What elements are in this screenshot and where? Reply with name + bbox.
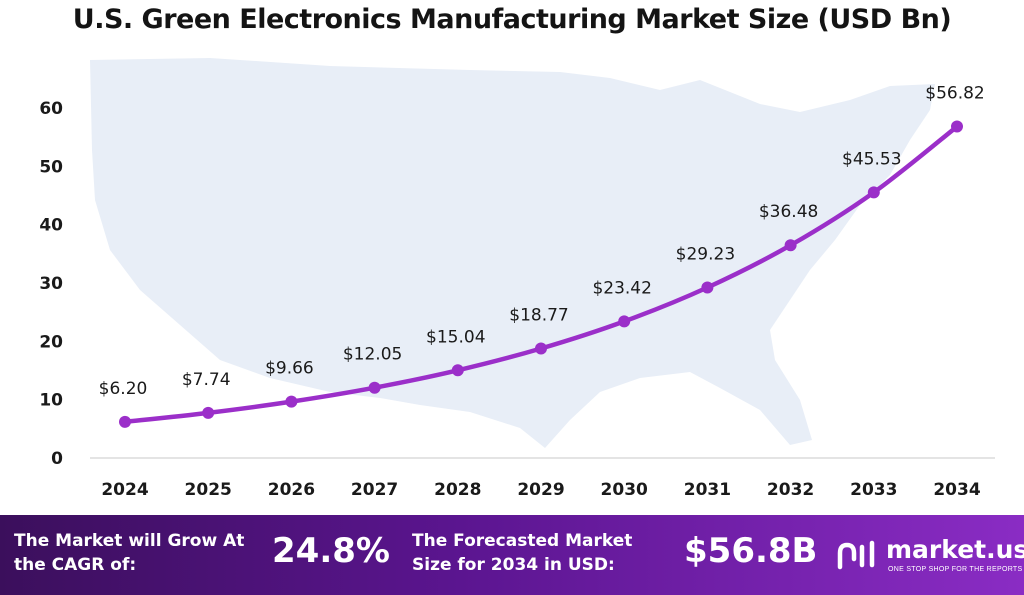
x-tick-label: 2026 <box>268 480 315 500</box>
data-point <box>535 342 547 355</box>
forecast-label: The Forecasted Market Size for 2034 in U… <box>412 531 633 575</box>
data-label: $6.20 <box>99 379 148 399</box>
y-tick-label: 30 <box>39 274 63 294</box>
brand-name: market.us <box>886 535 1024 564</box>
y-tick-label: 10 <box>39 391 63 411</box>
x-tick-label: 2033 <box>850 480 897 500</box>
x-tick-label: 2030 <box>601 480 648 500</box>
x-tick-label: 2028 <box>434 480 481 500</box>
data-label: $23.42 <box>592 278 651 298</box>
market-us-logo-icon <box>837 540 875 570</box>
y-tick-label: 40 <box>39 216 63 236</box>
data-label: $45.53 <box>842 149 901 169</box>
data-point <box>285 395 298 408</box>
data-label: $9.66 <box>265 359 314 379</box>
data-label: $29.23 <box>676 244 735 264</box>
data-point <box>867 186 880 199</box>
data-label: $56.82 <box>925 84 984 104</box>
y-tick-label: 60 <box>39 99 63 119</box>
cagr-label: The Market will Grow At the CAGR of: <box>14 531 245 575</box>
x-tick-label: 2034 <box>933 480 980 500</box>
data-point <box>202 406 215 419</box>
data-point <box>951 120 963 133</box>
data-point <box>701 281 714 294</box>
chart-title: U.S. Green Electronics Manufacturing Mar… <box>72 4 952 35</box>
x-tick-label: 2031 <box>684 480 731 500</box>
brand-logo: market.us ONE STOP SHOP FOR THE REPORTS <box>836 533 1024 579</box>
x-tick-label: 2032 <box>767 480 814 500</box>
data-label: $15.04 <box>426 327 485 347</box>
data-label: $7.74 <box>182 370 231 390</box>
data-point <box>368 381 381 394</box>
data-point <box>784 239 797 252</box>
forecast-value: $56.8B <box>684 531 818 571</box>
us-map-background <box>90 58 935 448</box>
x-tick-label: 2025 <box>185 480 232 500</box>
y-tick-label: 50 <box>39 157 63 177</box>
data-label: $12.05 <box>343 345 402 365</box>
y-tick-label: 20 <box>39 332 63 352</box>
cagr-value: 24.8% <box>272 531 390 571</box>
data-label: $36.48 <box>759 202 818 222</box>
data-label: $18.77 <box>509 306 568 326</box>
data-point <box>119 415 131 428</box>
data-point <box>618 315 631 328</box>
x-tick-label: 2024 <box>101 480 148 500</box>
x-tick-label: 2027 <box>351 480 398 500</box>
footer-banner: The Market will Grow At the CAGR of: 24.… <box>0 515 1024 595</box>
brand-tagline: ONE STOP SHOP FOR THE REPORTS <box>888 566 1023 573</box>
x-tick-label: 2029 <box>517 480 564 500</box>
y-tick-label: 0 <box>51 449 63 469</box>
data-point <box>451 364 464 377</box>
